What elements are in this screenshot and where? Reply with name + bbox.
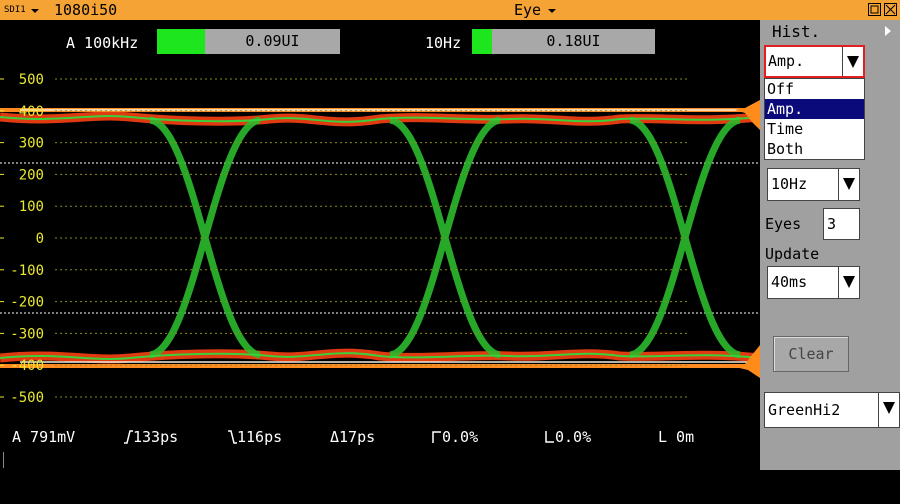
y-tick-label: 200 xyxy=(19,167,44,183)
y-tick-label: -100 xyxy=(10,263,44,279)
hist-select-value: Amp. xyxy=(768,52,805,70)
side-panel: Hist. Amp. Off Amp. Time Both 10Hz Eyes … xyxy=(760,20,900,470)
input-label[interactable]: SDI1 xyxy=(4,5,26,15)
y-tick-label: -300 xyxy=(10,326,44,342)
eyes-input[interactable]: 3 xyxy=(823,208,860,240)
hist-select[interactable]: Amp. xyxy=(764,45,865,78)
palette-value: GreenHi2 xyxy=(768,401,841,419)
title-bar: SDI1 1080i50 Eye xyxy=(0,0,900,20)
option[interactable]: Off xyxy=(767,80,795,98)
jitter-b-bar xyxy=(472,29,492,54)
y-tick-label: 0 xyxy=(36,231,44,247)
dropdown-icon xyxy=(548,9,556,13)
dropdown-arrow xyxy=(838,169,859,200)
dropdown-arrow xyxy=(842,47,863,76)
eye-plot: 500 400 300 200 100 0 -100 -200 -300 -400 -500 xyxy=(0,72,760,406)
jitter-b-label: 10Hz xyxy=(425,34,462,52)
rise-time: 133ps xyxy=(133,428,179,446)
window-buttons[interactable] xyxy=(868,3,898,17)
dropdown-icon xyxy=(31,9,39,13)
hist-options: Off Amp. Time Both xyxy=(764,78,865,160)
overshoot-fall-icon xyxy=(545,431,554,443)
eyes-label: Eyes xyxy=(765,215,802,233)
palette-select[interactable]: GreenHi2 xyxy=(764,392,900,428)
format-label: 1080i50 xyxy=(54,1,118,19)
cable-length: L 0m xyxy=(658,428,695,446)
delta: Δ17ps xyxy=(330,428,376,446)
y-tick-label: 400 xyxy=(19,104,44,120)
fall-icon xyxy=(228,430,237,444)
clear-button[interactable]: Clear xyxy=(773,336,849,372)
dropdown-arrow xyxy=(878,393,899,427)
panel-title: Hist. xyxy=(772,22,821,41)
overshoot-rise: 0.0% xyxy=(442,428,479,446)
option[interactable]: Both xyxy=(767,140,804,158)
y-tick-label: 100 xyxy=(19,199,44,215)
y-tick-label: -200 xyxy=(10,295,44,311)
option[interactable]: Amp. xyxy=(765,99,864,119)
filter-select[interactable]: 10Hz xyxy=(767,168,860,201)
jitter-a-value: 0.09UI xyxy=(205,29,340,54)
panel-arrow[interactable] xyxy=(884,26,892,36)
filter-value: 10Hz xyxy=(771,175,808,193)
fall-time: 116ps xyxy=(237,428,283,446)
y-tick-label: -400 xyxy=(10,358,44,374)
jitter-a-bar xyxy=(157,29,205,54)
mode-label[interactable]: Eye xyxy=(514,1,542,19)
histogram xyxy=(735,100,760,378)
rise-icon xyxy=(124,430,133,444)
jitter-a-label: A 100kHz xyxy=(66,34,139,52)
update-label: Update xyxy=(765,245,820,263)
dropdown-arrow xyxy=(838,267,859,298)
update-select[interactable]: 40ms xyxy=(767,266,860,299)
overshoot-rise-icon xyxy=(432,431,441,443)
y-tick-label: 300 xyxy=(19,136,44,152)
scroll-mark xyxy=(3,452,4,468)
jitter-b-value: 0.18UI xyxy=(492,29,655,54)
amplitude: A 791mV xyxy=(12,428,76,446)
y-tick-label: -500 xyxy=(10,390,44,406)
option[interactable]: Time xyxy=(767,120,804,138)
y-tick-label: 500 xyxy=(19,72,44,88)
update-value: 40ms xyxy=(771,273,808,291)
overshoot-fall: 0.0% xyxy=(555,428,592,446)
